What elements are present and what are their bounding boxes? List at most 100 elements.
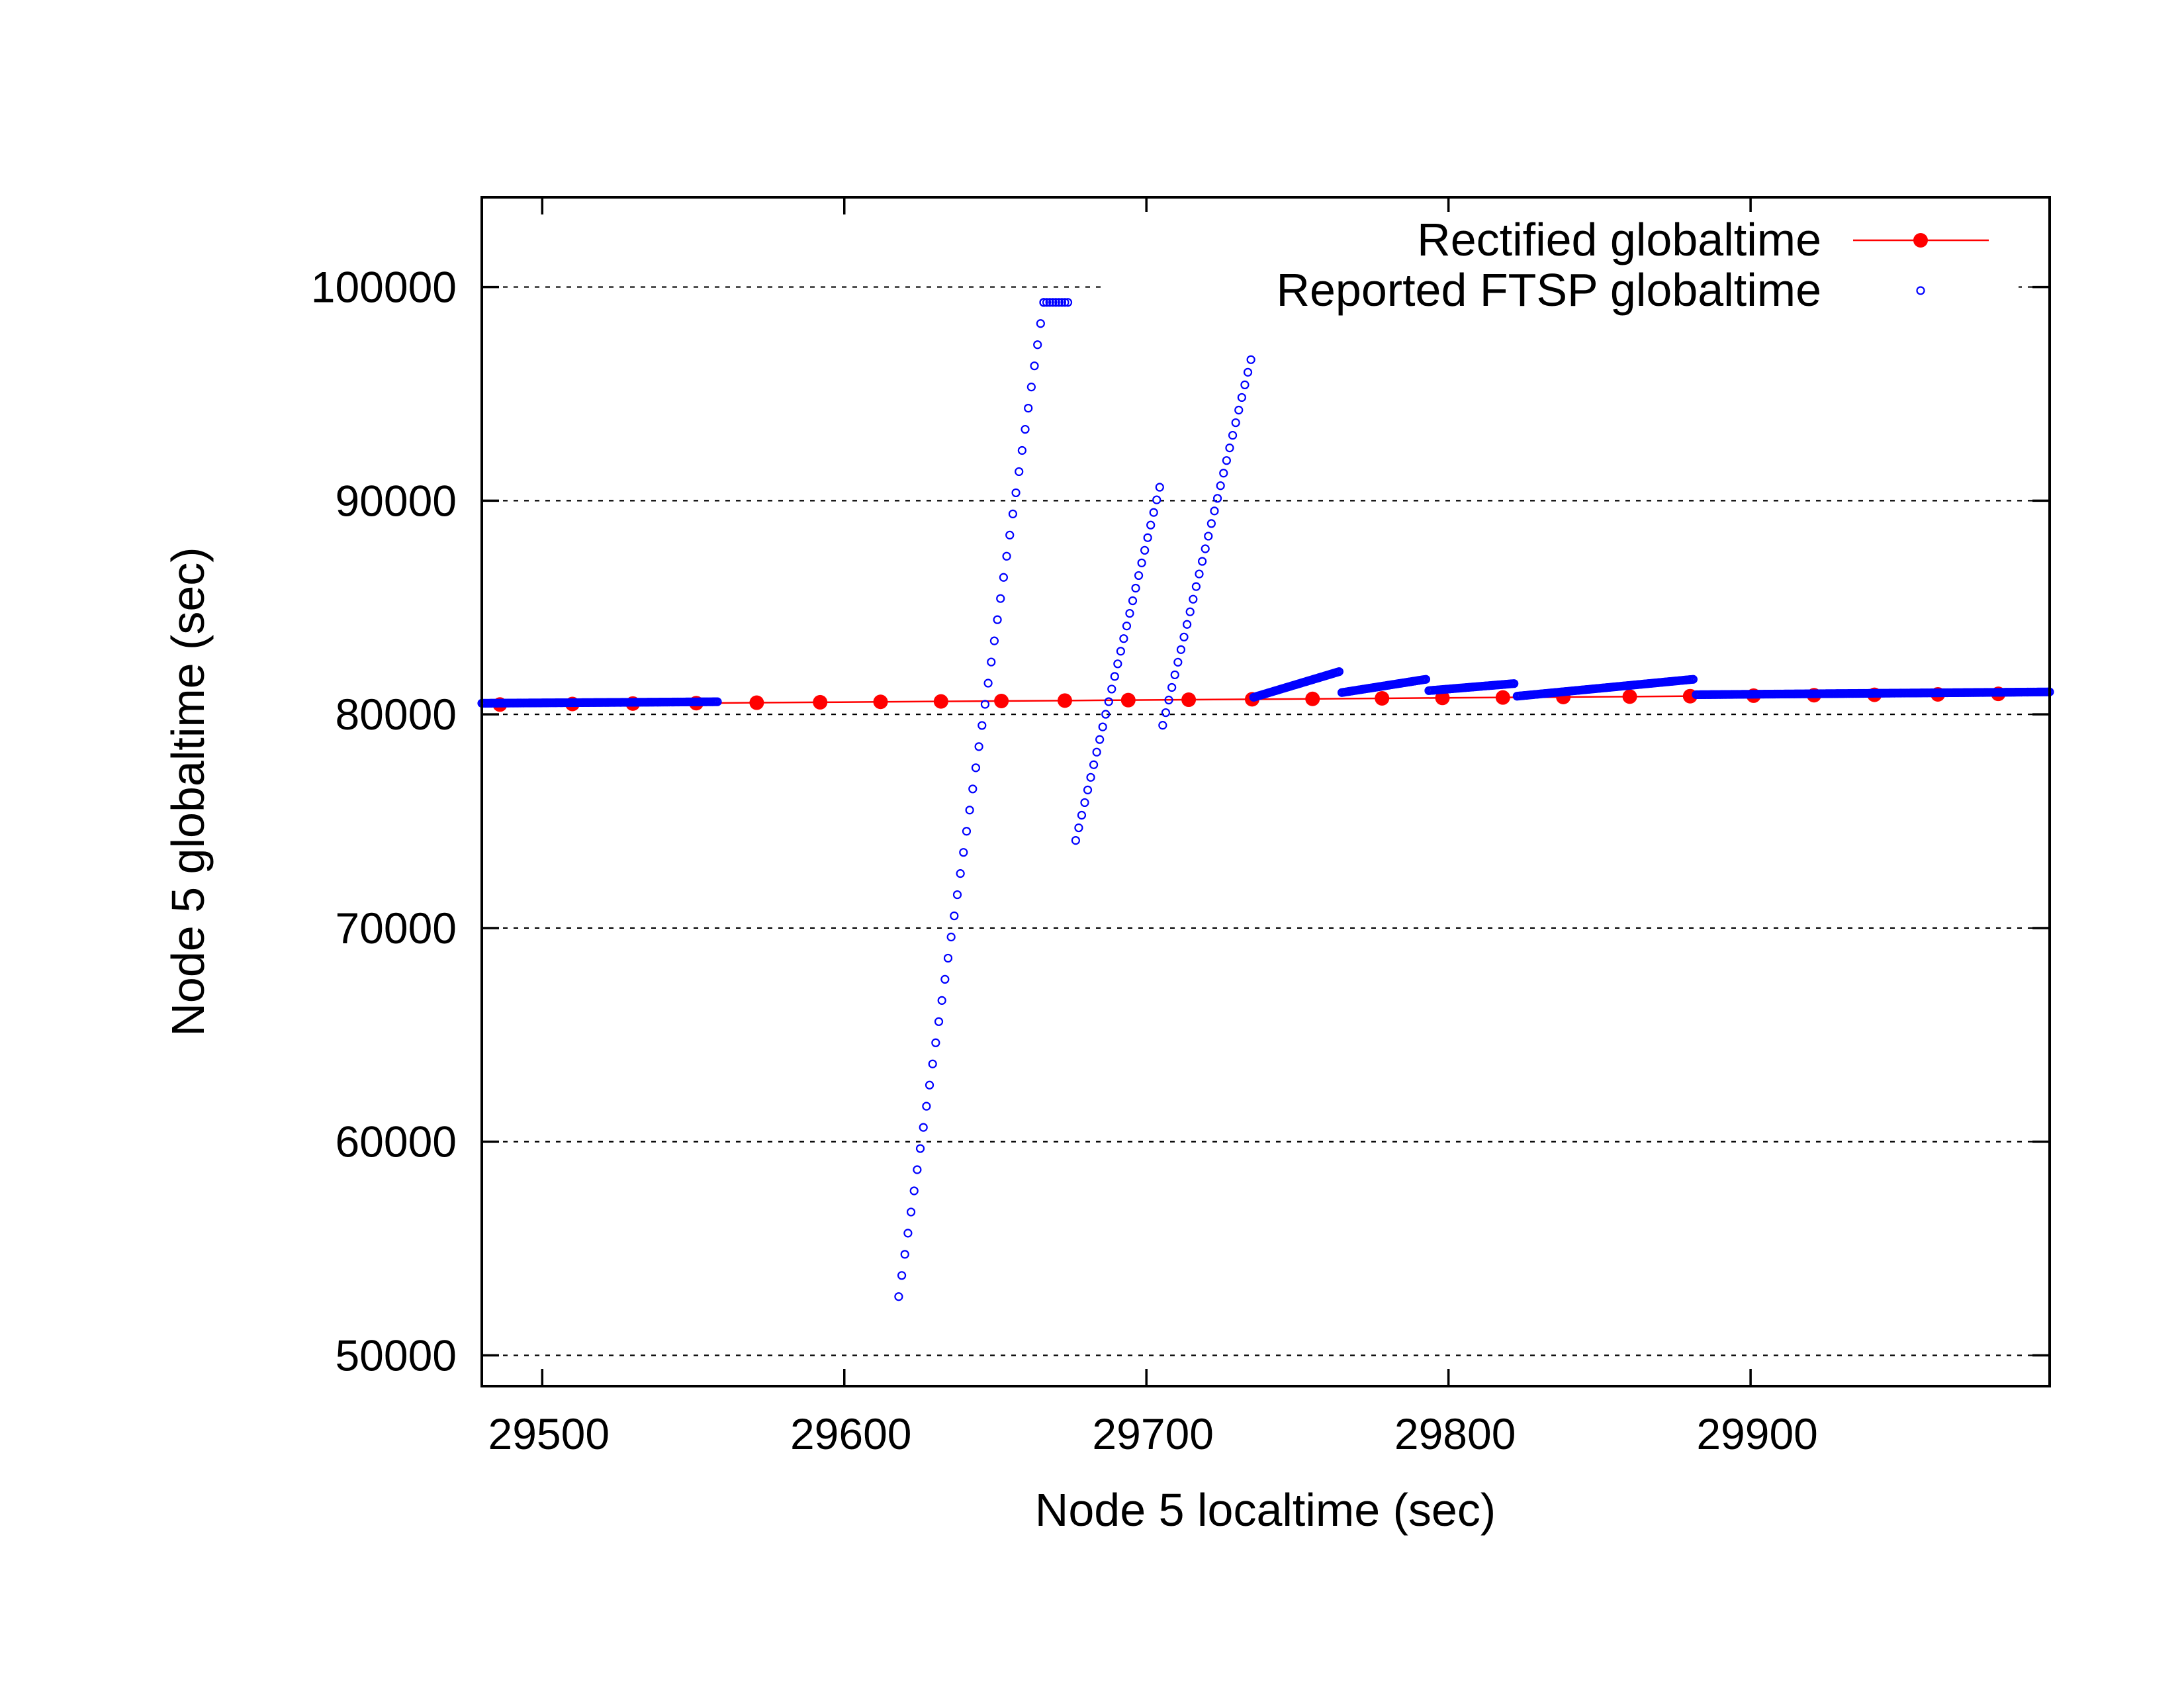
reported-point (1002, 551, 1011, 561)
reported-point (1048, 298, 1058, 307)
rectified-point (1375, 690, 1390, 706)
reported-point (1060, 298, 1069, 307)
reported-point (1510, 679, 1519, 688)
reported-point (980, 700, 990, 709)
reported-point (1057, 298, 1066, 307)
reported-point (1125, 608, 1134, 618)
reported-point (1152, 495, 1161, 504)
reported-point (1143, 533, 1152, 542)
reported-point (1228, 430, 1238, 440)
reported-point (1185, 607, 1195, 616)
reported-point (959, 848, 968, 857)
rectified-point (1181, 692, 1197, 708)
legend-label-reported: Reported FTSP globaltime (1276, 264, 1821, 316)
reported-point (1077, 810, 1087, 820)
reported-point (1092, 747, 1101, 757)
reported-point (1225, 444, 1234, 453)
x-axis-label: Node 5 localtime (sec) (1035, 1484, 1496, 1536)
reported-point (1334, 667, 1344, 677)
rectified-point (1057, 693, 1072, 708)
reported-point (940, 974, 950, 984)
axis-ticks (482, 197, 2050, 1386)
reported-point (1101, 710, 1111, 719)
reported-point (1161, 708, 1171, 718)
reported-point (1231, 418, 1240, 428)
reported-point (1015, 467, 1024, 477)
reported-point (1122, 622, 1132, 631)
rectified-point (749, 695, 764, 710)
series-reported-ftsp-globaltime (477, 298, 2054, 1301)
reported-point (1074, 823, 1083, 833)
reported-point (1104, 697, 1113, 706)
rectified-point (933, 694, 948, 709)
legend: Rectified globaltime Reported FTSP globa… (1276, 214, 1989, 316)
rectified-point (873, 694, 888, 710)
reported-point (965, 806, 974, 815)
y-tick-label: 50000 (335, 1331, 457, 1380)
reported-point (1095, 735, 1105, 744)
reported-point (1146, 520, 1156, 530)
reported-point (996, 594, 1005, 603)
x-tick-label: 29800 (1394, 1409, 1516, 1458)
reported-point (906, 1207, 916, 1217)
rectified-point (1435, 690, 1450, 706)
reported-point (999, 573, 1009, 582)
reported-point (928, 1059, 937, 1068)
reported-point (1017, 445, 1026, 455)
y-tick-label: 70000 (335, 904, 457, 953)
reported-point (1183, 620, 1192, 629)
reported-point (1026, 383, 1036, 392)
reported-point (978, 721, 987, 730)
reported-point (1204, 532, 1213, 541)
reported-point (962, 827, 972, 836)
reported-point (1063, 298, 1073, 307)
reported-point (919, 1123, 928, 1132)
reported-point (1098, 722, 1107, 731)
reported-point (1158, 721, 1167, 730)
reported-point (974, 742, 983, 751)
reported-point (950, 911, 959, 921)
reported-point (1219, 469, 1228, 478)
rectified-point (1622, 689, 1637, 704)
reported-point (1134, 571, 1144, 581)
reported-point (931, 1038, 940, 1047)
reported-point (1212, 494, 1222, 503)
reported-point (1080, 798, 1089, 808)
rectified-point (813, 694, 828, 710)
rectified-point (994, 693, 1009, 708)
reported-point (1246, 355, 1255, 364)
x-tick-label: 29600 (790, 1409, 912, 1458)
reported-point (1039, 298, 1048, 307)
reported-point (989, 636, 999, 645)
reported-point (1201, 544, 1210, 553)
reported-point (1011, 488, 1021, 498)
reported-point (1128, 596, 1138, 606)
x-tick-label: 29900 (1696, 1409, 1818, 1458)
reported-point (1086, 773, 1095, 782)
legend-label-rectified: Rectified globaltime (1417, 214, 1821, 265)
y-tick-label: 80000 (335, 690, 457, 739)
y-tick-labels: 50000 60000 70000 80000 90000 100000 (311, 263, 457, 1380)
reported-point (1167, 682, 1177, 692)
reported-point (1119, 634, 1128, 643)
reported-point (897, 1271, 907, 1280)
plot-frame (480, 196, 2051, 1387)
reported-point (1110, 672, 1119, 681)
reported-point (1155, 483, 1164, 492)
reported-point (1021, 424, 1030, 434)
reported-point (1195, 569, 1204, 579)
reported-point (987, 657, 996, 667)
reported-point (1030, 361, 1039, 371)
reported-point (1054, 298, 1064, 307)
reported-point (1131, 583, 1140, 593)
reported-point (909, 1186, 919, 1196)
reported-point (1216, 481, 1225, 491)
rectified-point (1120, 692, 1136, 708)
reported-point (943, 953, 953, 963)
reported-point (934, 1017, 944, 1026)
reported-point (1243, 367, 1253, 377)
reported-point (1008, 509, 1017, 518)
reported-point (1083, 785, 1093, 794)
reported-point (894, 1292, 903, 1301)
